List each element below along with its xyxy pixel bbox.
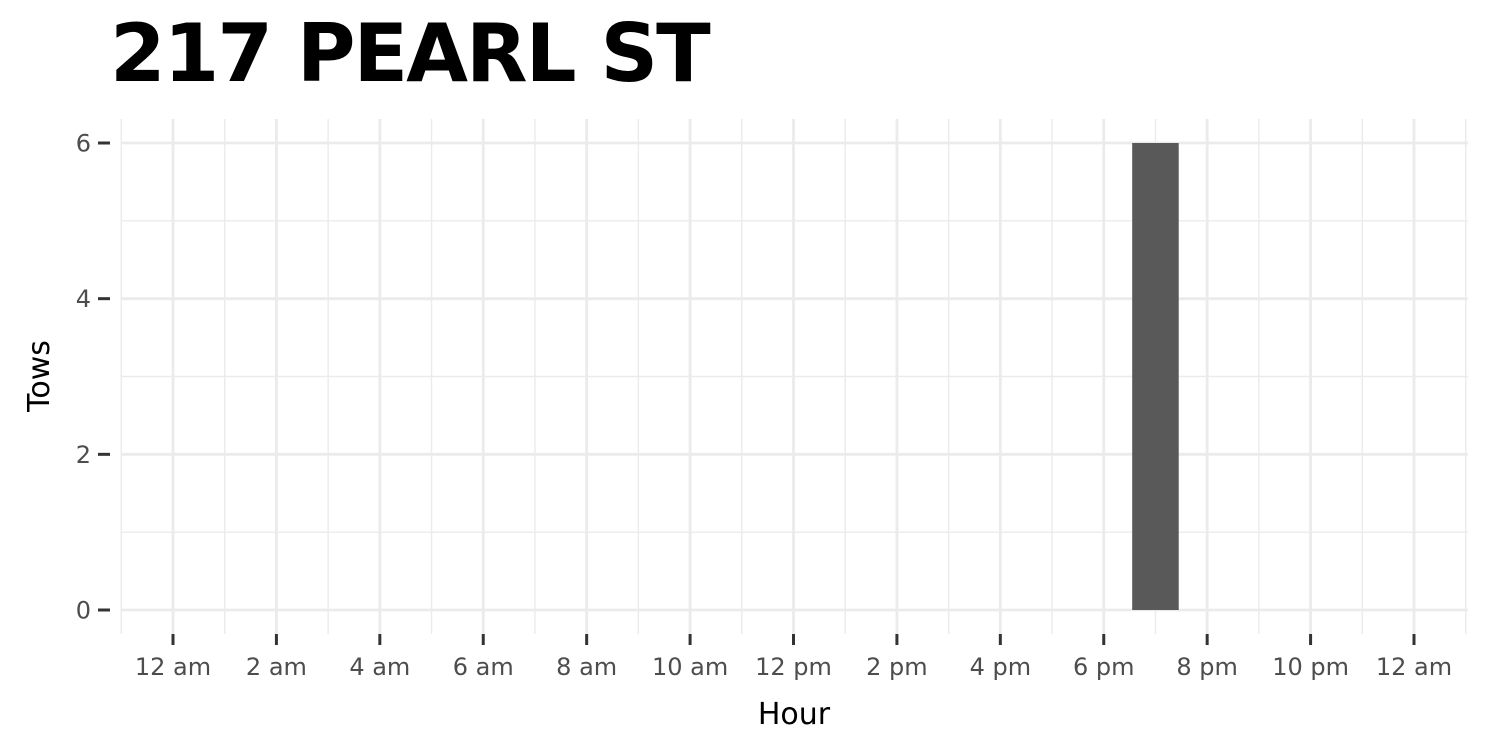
x-tick-label: 8 pm [1176,653,1238,681]
x-tick-label: 12 pm [755,653,832,681]
bar [1132,143,1179,610]
y-tick-label: 4 [76,285,91,313]
x-tick-label: 10 pm [1272,653,1349,681]
chart-title: 217 PEARL ST [110,7,711,100]
y-axis-title: Tows [22,340,57,413]
x-axis: 12 am 2 am 4 am 6 am 8 am 10 am 12 pm 2 pm 4 pm 6… [135,634,1452,681]
y-tick-label: 2 [76,441,91,469]
x-tick-label: 6 am [453,653,514,681]
x-tick-label: 6 pm [1073,653,1135,681]
x-tick-label: 2 pm [866,653,928,681]
bars [1132,143,1179,610]
x-axis-title: Hour [758,697,831,732]
y-tick-label: 0 [76,597,91,625]
x-tick-label: 4 pm [970,653,1032,681]
x-tick-label: 8 am [556,653,617,681]
major-gridlines [121,119,1468,634]
x-tick-label: 12 am [1376,653,1452,681]
x-tick-label: 2 am [246,653,307,681]
y-axis: 0 2 4 6 [76,130,110,625]
x-tick-label: 10 am [652,653,728,681]
x-tick-label: 12 am [135,653,211,681]
y-tick-label: 6 [76,130,91,158]
x-tick-label: 4 am [349,653,410,681]
